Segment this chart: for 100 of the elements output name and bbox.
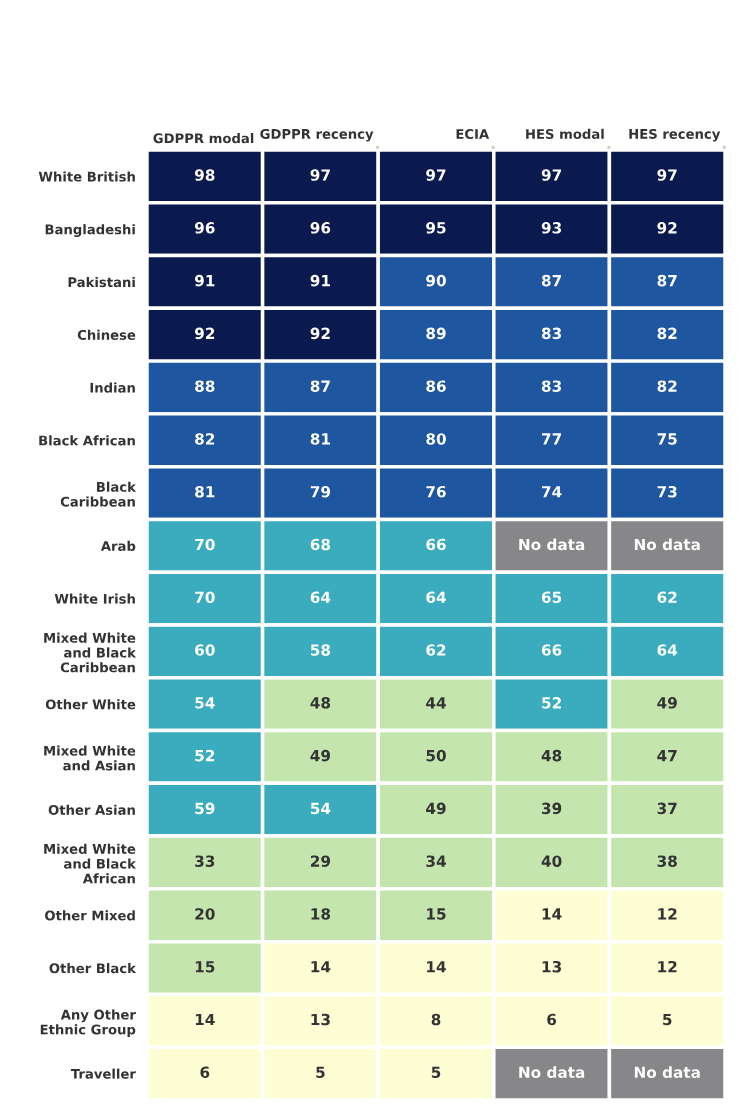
- data-label: 52: [542, 697, 561, 709]
- data-label: 58: [310, 644, 331, 656]
- data-label: 40: [541, 855, 562, 867]
- data-label: 65: [541, 591, 562, 604]
- data-label: 76: [426, 485, 446, 498]
- data-label: 49: [657, 697, 677, 709]
- annotation: No data: [634, 1066, 700, 1079]
- y-tick-label: Other White: [45, 699, 136, 710]
- data-label: 34: [426, 855, 446, 867]
- data-label: 79: [310, 485, 331, 498]
- data-label: 59: [195, 802, 215, 815]
- data-label: 14: [542, 908, 562, 920]
- data-label: 54: [195, 697, 215, 709]
- data-label: 91: [194, 274, 215, 287]
- data-label: 6: [200, 1066, 210, 1079]
- y-tick-label: Mixed White and Black African: [44, 843, 137, 884]
- data-label: 44: [426, 697, 446, 709]
- data-label: 39: [541, 802, 562, 815]
- data-label: 47: [657, 750, 677, 762]
- y-tick-label: Bangladeshi: [45, 224, 135, 238]
- y-tick-label: Black Caribbean: [60, 481, 137, 507]
- data-label: 87: [310, 380, 330, 392]
- data-label: 14: [427, 961, 446, 973]
- data-label: 18: [311, 908, 331, 920]
- data-label: 5: [316, 1066, 325, 1079]
- data-label: 8: [431, 1013, 441, 1026]
- data-label: 92: [194, 327, 215, 340]
- data-label: 33: [195, 855, 215, 867]
- data-label: 98: [194, 169, 215, 181]
- data-label: 5: [431, 1066, 441, 1079]
- data-label: 66: [541, 644, 562, 656]
- y-tick-label: Chinese: [77, 329, 136, 340]
- annotation: No data: [519, 538, 585, 551]
- data-label: 14: [311, 961, 331, 973]
- data-label: 87: [657, 274, 677, 287]
- data-label: 13: [542, 960, 562, 973]
- data-label: 88: [195, 380, 215, 392]
- y-tick-label: Arab: [100, 540, 136, 552]
- y-tick-label: Any Other Ethnic Group: [40, 1009, 136, 1038]
- data-label: 60: [195, 644, 215, 656]
- data-label: 64: [657, 644, 678, 656]
- annotation: No data: [519, 1066, 585, 1079]
- data-label: 15: [195, 961, 215, 973]
- data-label: 97: [541, 169, 562, 181]
- data-label: 92: [657, 222, 677, 234]
- data-label: 54: [310, 802, 331, 815]
- data-label: 82: [657, 380, 677, 392]
- data-label: 6: [547, 1013, 557, 1026]
- y-tick-label: Indian: [90, 382, 135, 393]
- y-tick-label: White Irish: [54, 593, 135, 604]
- data-label: 48: [310, 697, 331, 709]
- data-label: 14: [195, 1013, 215, 1026]
- y-tick-label: Mixed White and Asian: [44, 745, 136, 771]
- y-tick-label: Other Black: [49, 963, 137, 974]
- data-label: 82: [657, 327, 677, 340]
- data-label: 66: [426, 538, 446, 551]
- data-label: 38: [657, 855, 677, 867]
- data-label: 93: [541, 222, 562, 234]
- data-label: 87: [541, 274, 562, 287]
- data-label: 37: [657, 802, 677, 815]
- data-label: 62: [657, 591, 677, 604]
- data-label: 52: [195, 749, 215, 762]
- data-label: 70: [195, 591, 215, 604]
- y-tick-label: Black African: [39, 435, 135, 446]
- data-label: 91: [310, 274, 330, 287]
- y-tick-label: White British: [38, 171, 135, 182]
- data-label: 97: [426, 169, 446, 181]
- data-label: 20: [195, 908, 215, 920]
- data-label: 64: [310, 591, 331, 604]
- y-tick-label: Mixed White and Black Caribbean: [44, 632, 137, 673]
- data-label: 12: [658, 908, 677, 920]
- x-tick-label: GDPPR recency: [260, 128, 374, 142]
- data-label: 49: [310, 749, 331, 762]
- data-label: 62: [426, 644, 446, 656]
- data-label: 29: [310, 855, 331, 867]
- annotation: No data: [634, 538, 700, 551]
- data-label: 68: [310, 538, 331, 551]
- data-label: 89: [426, 327, 446, 340]
- data-label: 49: [426, 802, 446, 815]
- data-label: 74: [541, 486, 562, 498]
- data-label: 48: [541, 749, 562, 762]
- data-label: 86: [426, 380, 446, 392]
- data-label: 96: [194, 222, 215, 234]
- y-tick-label: Other Asian: [48, 804, 135, 815]
- data-label: 81: [310, 433, 330, 445]
- data-label: 80: [426, 433, 446, 445]
- data-label: 77: [541, 433, 562, 445]
- x-tick-label: GDPPR modal: [153, 133, 254, 144]
- data-label: 73: [657, 485, 677, 498]
- y-tick-label: Pakistani: [68, 276, 135, 288]
- data-label: 83: [541, 380, 562, 392]
- data-label: 97: [310, 169, 330, 181]
- data-label: 15: [427, 908, 446, 920]
- data-label: 81: [195, 485, 215, 498]
- data-label: 97: [657, 169, 677, 181]
- data-label: 92: [310, 327, 330, 340]
- data-label: 95: [426, 222, 446, 234]
- data-label: 82: [195, 433, 215, 445]
- y-tick-label: Traveller: [70, 1068, 136, 1079]
- data-label: 13: [311, 1013, 330, 1026]
